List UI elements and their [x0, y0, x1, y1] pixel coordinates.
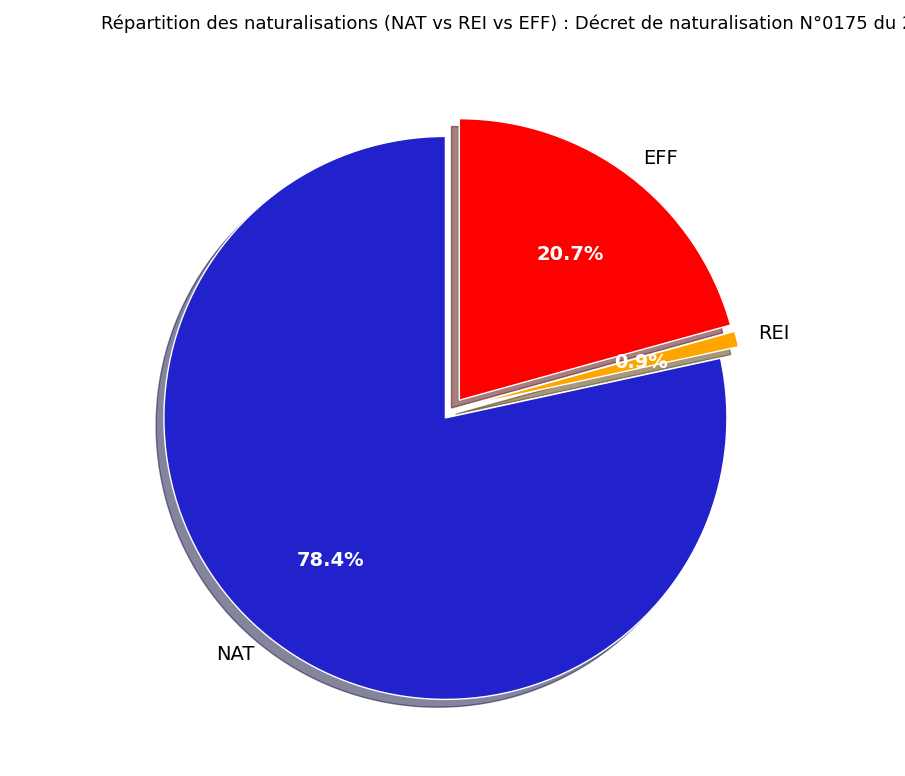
Text: REI: REI [758, 324, 790, 343]
Text: NAT: NAT [216, 645, 254, 664]
Wedge shape [460, 119, 730, 400]
Text: 78.4%: 78.4% [297, 551, 365, 570]
Wedge shape [164, 137, 727, 699]
Wedge shape [463, 331, 738, 407]
Text: 20.7%: 20.7% [537, 245, 604, 264]
Text: Répartition des naturalisations (NAT vs REI vs EFF) : Décret de naturalisation N: Répartition des naturalisations (NAT vs … [100, 15, 905, 33]
Text: EFF: EFF [643, 149, 678, 168]
Text: 0.9%: 0.9% [614, 353, 668, 372]
